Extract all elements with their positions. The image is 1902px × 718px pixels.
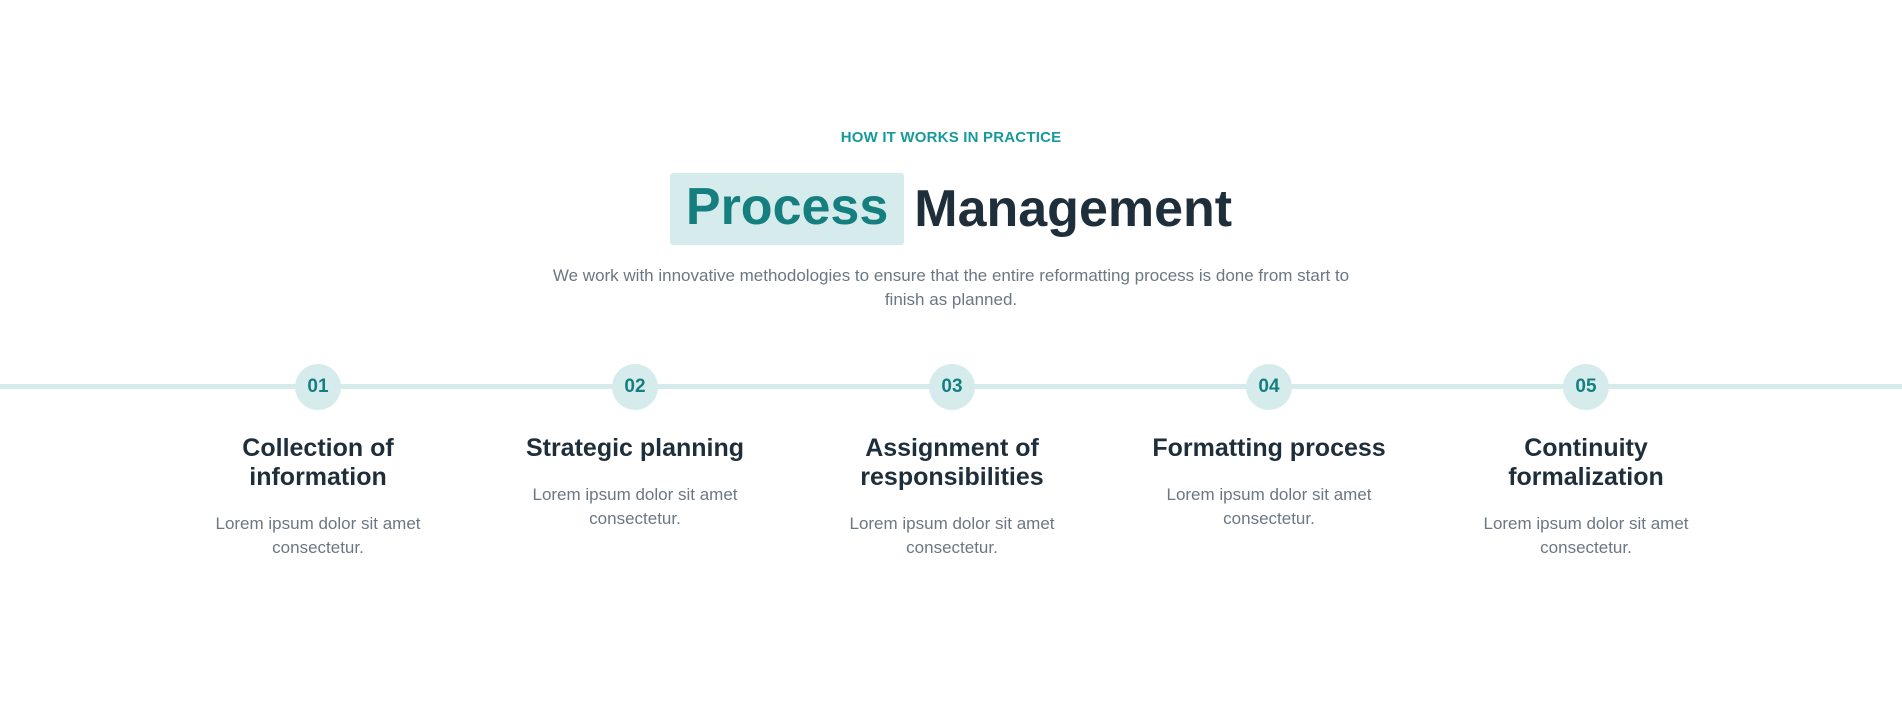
section-title-rest: Management: [914, 180, 1233, 238]
step-description: Lorem ipsum dolor sit amet consectetur.: [532, 485, 738, 528]
timeline-step-01: 01 Collection of information Lorem ipsum…: [168, 364, 468, 560]
step-number-badge: 03: [929, 364, 975, 410]
section-lead: We work with innovative methodologies to…: [552, 266, 1350, 309]
step-description: Lorem ipsum dolor sit amet consectetur.: [849, 514, 1055, 557]
step-title: Collection of information: [242, 434, 394, 491]
timeline-step-03: 03 Assignment of responsibilities Lorem …: [802, 364, 1102, 560]
step-title: Assignment of responsibilities: [860, 434, 1044, 491]
timeline-step-05: 05 Continuity formalization Lorem ipsum …: [1436, 364, 1736, 560]
timeline-step-02: 02 Strategic planning Lorem ipsum dolor …: [485, 364, 785, 531]
step-description: Lorem ipsum dolor sit amet consectetur.: [1166, 485, 1372, 528]
step-title: Strategic planning: [525, 434, 745, 462]
timeline-step-04: 04 Formatting process Lorem ipsum dolor …: [1119, 364, 1419, 531]
step-description: Lorem ipsum dolor sit amet consectetur.: [215, 514, 421, 557]
step-number-badge: 05: [1563, 364, 1609, 410]
step-number-badge: 02: [612, 364, 658, 410]
step-title: Continuity formalization: [1508, 434, 1664, 491]
section-title: Process Management: [0, 173, 1902, 245]
section-eyebrow: HOW IT WORKS IN PRACTICE: [840, 129, 1062, 146]
step-number-badge: 04: [1246, 364, 1292, 410]
step-title: Formatting process: [1152, 434, 1386, 462]
step-description: Lorem ipsum dolor sit amet consectetur.: [1483, 514, 1689, 557]
section-title-highlight: Process: [669, 173, 905, 245]
step-number-badge: 01: [295, 364, 341, 410]
